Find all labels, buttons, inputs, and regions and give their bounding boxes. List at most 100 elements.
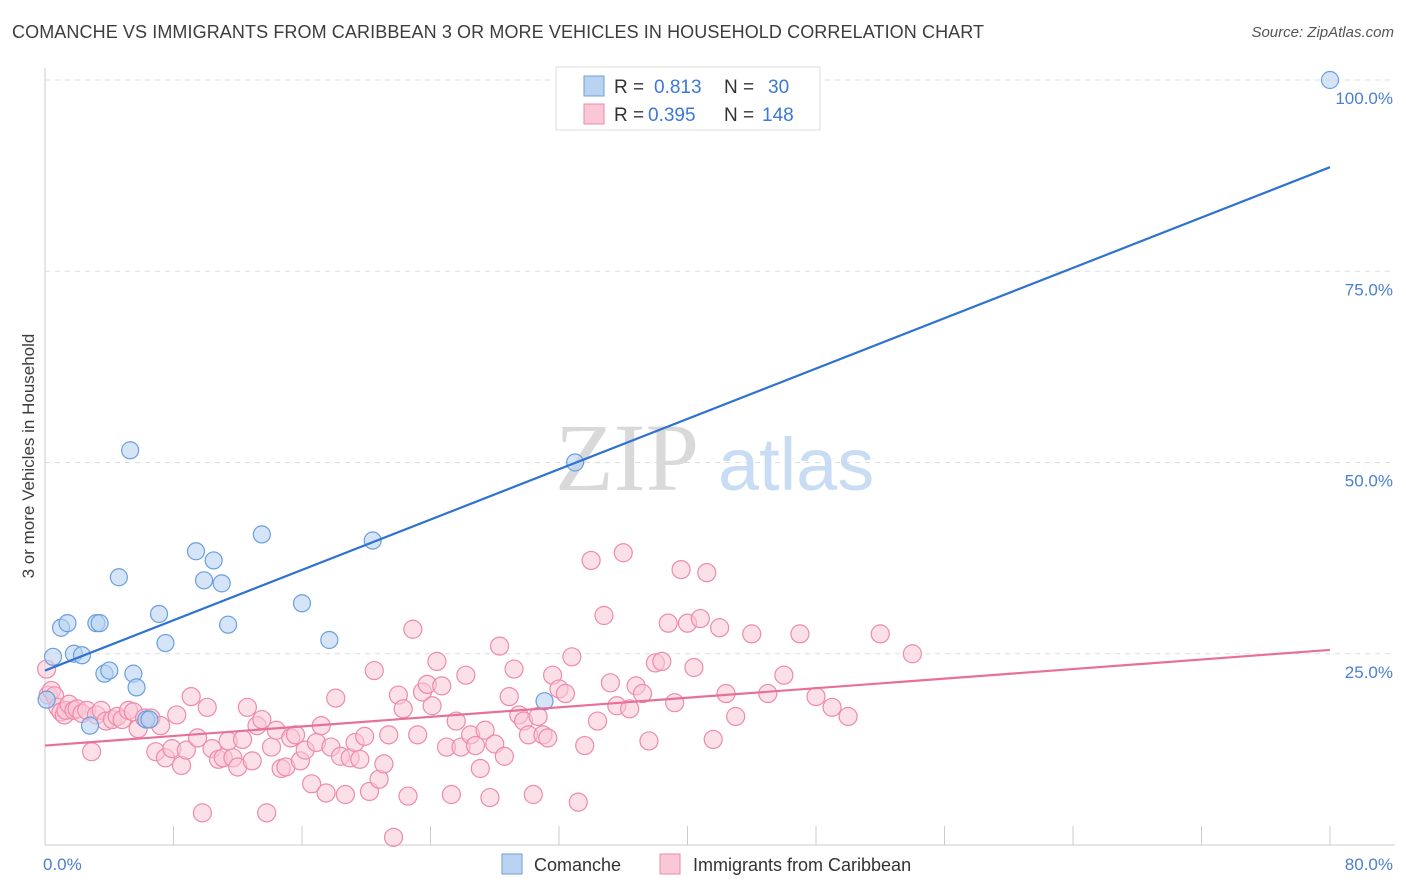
data-point-comanche [100, 661, 119, 680]
data-point-caribbean [393, 699, 413, 719]
data-point-caribbean [774, 665, 794, 685]
legend-swatch-caribbean [659, 853, 681, 875]
legend-label-comanche: Comanche [534, 855, 621, 875]
data-point-caribbean [806, 686, 826, 707]
data-point-comanche [204, 551, 223, 570]
data-point-comanche [80, 716, 100, 735]
data-point-caribbean [555, 683, 576, 704]
x-tick-labels: 0.0% 80.0% [43, 855, 1393, 874]
data-point-caribbean [523, 784, 543, 805]
legend-swatch-comanche [583, 75, 605, 97]
trend-line-caribbean [44, 648, 1331, 747]
data-point-caribbean [870, 624, 890, 644]
watermark-atlas: atlas [718, 423, 874, 506]
data-point-comanche [1320, 70, 1340, 90]
data-point-caribbean [81, 742, 102, 762]
data-point-caribbean [470, 758, 490, 779]
data-point-caribbean [176, 740, 196, 760]
data-point-caribbean [432, 676, 452, 696]
data-point-caribbean [594, 605, 614, 626]
data-point-caribbean [456, 665, 476, 685]
data-point-caribbean [422, 696, 442, 716]
axes [44, 68, 1395, 846]
y-tick-label: 25.0% [1345, 663, 1393, 682]
trend-line-comanche [44, 166, 1331, 672]
legend-r-label: R = [614, 105, 644, 126]
data-point-comanche [37, 690, 56, 709]
data-point-caribbean [499, 686, 519, 707]
y-tick-label: 100.0% [1335, 89, 1393, 108]
legend-label-caribbean: Immigrants from Caribbean [693, 855, 911, 875]
gridlines [45, 79, 1395, 655]
data-point-caribbean [587, 711, 608, 731]
y-tick-labels: 25.0% 50.0% 75.0% 100.0% [1335, 89, 1393, 682]
data-point-caribbean [237, 697, 257, 717]
data-point-comanche [140, 710, 159, 729]
data-point-caribbean [658, 613, 678, 633]
legend-n-value: 30 [768, 77, 789, 98]
data-point-caribbean [613, 543, 633, 563]
data-point-caribbean [710, 618, 730, 638]
data-point-caribbean [671, 559, 691, 580]
data-point-caribbean [562, 647, 582, 667]
data-point-caribbean [726, 706, 746, 727]
data-point-caribbean [620, 699, 640, 719]
series-immigrants-from-caribbean [37, 543, 922, 847]
data-point-caribbean [446, 711, 466, 731]
data-point-caribbean [197, 697, 217, 717]
data-point-caribbean [632, 683, 653, 704]
data-point-caribbean [690, 608, 710, 629]
data-point-caribbean [494, 746, 514, 766]
data-point-caribbean [581, 550, 601, 571]
data-point-caribbean [261, 737, 282, 757]
legend-r-value: 0.395 [648, 105, 696, 126]
data-point-caribbean [480, 787, 500, 808]
y-tick-label: 75.0% [1345, 280, 1393, 299]
watermark: ZIP atlas [555, 404, 874, 511]
data-point-caribbean [639, 731, 659, 751]
data-point-caribbean [335, 784, 355, 805]
chart-title: COMANCHE VS IMMIGRANTS FROM CARIBBEAN 3 … [12, 22, 985, 42]
data-point-caribbean [398, 786, 418, 806]
data-point-caribbean [326, 688, 346, 708]
legend-n-value: 148 [762, 105, 794, 126]
data-point-comanche [58, 614, 77, 633]
data-point-comanche [219, 615, 238, 634]
data-point-caribbean [838, 706, 858, 727]
data-point-comanche [90, 614, 109, 633]
data-point-caribbean [465, 735, 486, 756]
data-point-caribbean [379, 725, 399, 745]
data-point-caribbean [822, 697, 842, 717]
data-point-caribbean [427, 651, 447, 672]
data-point-caribbean [575, 735, 595, 756]
series-comanche [37, 70, 1340, 735]
data-point-comanche [535, 692, 554, 711]
data-point-comanche [109, 568, 128, 587]
data-point-caribbean [665, 693, 685, 713]
data-point-caribbean [167, 705, 187, 725]
data-point-caribbean [703, 729, 723, 750]
data-point-caribbean [242, 751, 262, 771]
data-point-caribbean [302, 774, 322, 794]
legend-n-label: N = [724, 77, 754, 98]
data-point-comanche [212, 574, 231, 593]
data-point-caribbean [652, 651, 672, 672]
data-point-caribbean [408, 725, 428, 745]
legend-r-value: 0.813 [654, 77, 702, 98]
data-point-caribbean [758, 683, 778, 704]
trend-lines [44, 166, 1331, 747]
data-point-caribbean [489, 636, 510, 656]
data-point-comanche [127, 678, 146, 697]
data-point-caribbean [504, 659, 524, 679]
data-point-caribbean [697, 563, 717, 583]
data-point-comanche [156, 633, 175, 653]
data-point-caribbean [684, 657, 704, 678]
data-point-comanche [149, 604, 169, 624]
legend-r-label: R = [614, 77, 644, 98]
legend-swatch-caribbean [583, 103, 605, 125]
data-point-comanche [121, 441, 140, 460]
data-point-caribbean [383, 827, 404, 847]
data-point-comanche [252, 525, 271, 544]
data-point-caribbean [316, 783, 336, 803]
